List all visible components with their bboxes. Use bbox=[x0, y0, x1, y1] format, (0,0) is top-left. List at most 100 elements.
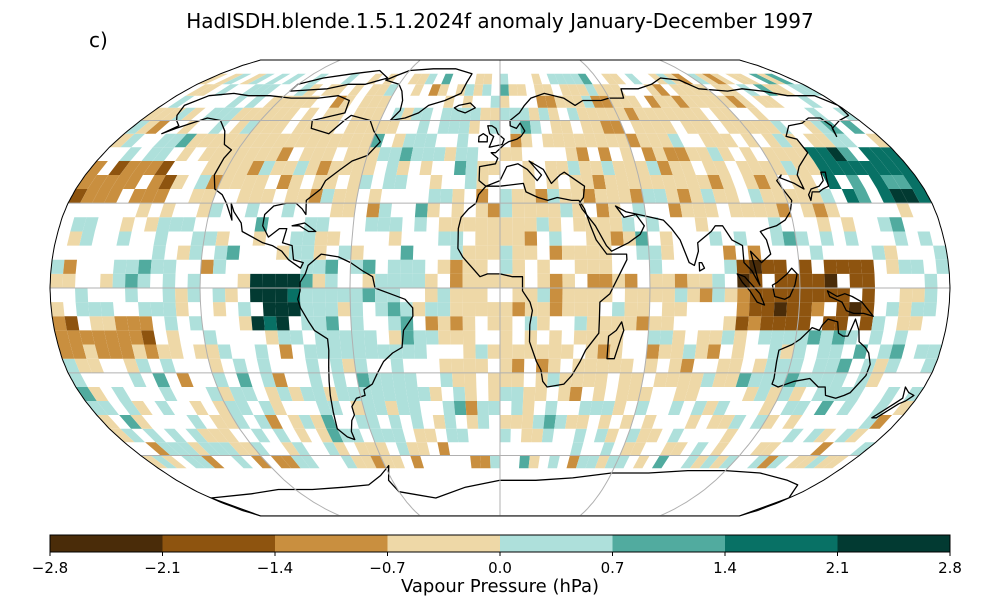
anomaly-cell bbox=[352, 344, 367, 359]
anomaly-cell bbox=[75, 302, 90, 317]
anomaly-cell bbox=[500, 203, 513, 218]
anomaly-cell bbox=[599, 442, 615, 456]
anomaly-cell bbox=[360, 107, 377, 121]
anomaly-cell bbox=[370, 387, 385, 401]
map-title: HadISDH.blende.1.5.1.2024f anomaly Janua… bbox=[186, 9, 814, 33]
anomaly-cell bbox=[312, 302, 326, 317]
anomaly-cell bbox=[824, 358, 841, 373]
anomaly-cell bbox=[629, 442, 647, 456]
anomaly-cell bbox=[239, 73, 267, 85]
anomaly-cell bbox=[135, 203, 152, 218]
anomaly-cell bbox=[803, 107, 830, 121]
anomaly-cell bbox=[262, 95, 285, 108]
anomaly-cell bbox=[722, 245, 737, 260]
anomaly-cell bbox=[521, 415, 534, 429]
anomaly-cell bbox=[339, 330, 353, 345]
anomaly-cell bbox=[440, 189, 453, 204]
anomaly-cell bbox=[223, 401, 243, 415]
anomaly-cell bbox=[488, 387, 500, 401]
anomaly-cell bbox=[659, 330, 674, 345]
anomaly-cell bbox=[834, 133, 858, 148]
anomaly-cell bbox=[694, 73, 719, 85]
colorbar-swatch bbox=[162, 535, 275, 552]
anomaly-cell bbox=[849, 273, 863, 288]
anomaly-cell bbox=[812, 288, 825, 303]
anomaly-cell bbox=[396, 161, 411, 175]
anomaly-cell bbox=[500, 107, 510, 121]
anomaly-cell bbox=[413, 428, 427, 443]
anomaly-cell bbox=[280, 107, 301, 121]
anomaly-cell bbox=[768, 161, 788, 175]
anomaly-cell bbox=[543, 415, 556, 429]
anomaly-cell bbox=[569, 73, 585, 85]
anomaly-cell bbox=[674, 273, 688, 288]
anomaly-cell bbox=[320, 147, 338, 161]
anomaly-cell bbox=[462, 330, 476, 345]
anomaly-cell bbox=[557, 387, 571, 401]
anomaly-cell bbox=[455, 84, 467, 96]
anomaly-cell bbox=[164, 316, 179, 331]
anomaly-cell bbox=[170, 175, 189, 189]
anomaly-cell bbox=[651, 84, 671, 96]
anomaly-cell bbox=[135, 358, 152, 373]
anomaly-cell bbox=[323, 175, 339, 189]
anomaly-cell bbox=[207, 120, 231, 134]
anomaly-cell bbox=[617, 372, 632, 387]
anomaly-cell bbox=[786, 302, 800, 317]
anomaly-cell bbox=[325, 288, 338, 303]
anomaly-cell bbox=[272, 133, 292, 148]
anomaly-cell bbox=[480, 455, 491, 469]
anomaly-cell bbox=[125, 288, 138, 303]
anomaly-cell bbox=[500, 330, 513, 345]
anomaly-cell bbox=[438, 217, 452, 232]
anomaly-cell bbox=[695, 175, 713, 189]
anomaly-cell bbox=[203, 330, 218, 345]
anomaly-cell bbox=[104, 330, 120, 345]
anomaly-cell bbox=[341, 358, 356, 373]
anomaly-cell bbox=[487, 217, 500, 232]
anomaly-cell bbox=[771, 133, 793, 148]
anomaly-cell bbox=[438, 231, 451, 246]
anomaly-cell bbox=[925, 344, 942, 359]
anomaly-cell bbox=[614, 107, 630, 121]
anomaly-cell bbox=[717, 415, 736, 429]
anomaly-cell bbox=[823, 259, 837, 274]
anomaly-cell bbox=[637, 288, 650, 303]
anomaly-cell bbox=[236, 372, 253, 387]
anomaly-cell bbox=[350, 288, 363, 303]
anomaly-cell bbox=[578, 161, 593, 175]
anomaly-cell bbox=[140, 455, 168, 469]
anomaly-cell bbox=[690, 401, 708, 415]
anomaly-cell bbox=[549, 273, 563, 288]
anomaly-cell bbox=[332, 372, 347, 387]
anomaly-cell bbox=[229, 175, 247, 189]
anomaly-cell bbox=[575, 415, 590, 429]
anomaly-cell bbox=[203, 231, 218, 246]
anomaly-cell bbox=[144, 217, 160, 232]
anomaly-cell bbox=[312, 273, 326, 288]
anomaly-cell bbox=[624, 288, 638, 303]
anomaly-cell bbox=[239, 120, 261, 134]
anomaly-cell bbox=[338, 95, 357, 108]
anomaly-cell bbox=[111, 387, 132, 401]
anomaly-cell bbox=[262, 288, 276, 303]
anomaly-cell bbox=[358, 175, 374, 189]
anomaly-cell bbox=[594, 372, 608, 387]
anomaly-cell bbox=[672, 175, 689, 189]
anomaly-cell bbox=[79, 231, 95, 246]
anomaly-cell bbox=[325, 302, 339, 317]
anomaly-cell bbox=[780, 161, 800, 175]
anomaly-cell bbox=[400, 273, 413, 288]
anomaly-cell bbox=[309, 415, 327, 429]
anomaly-cell bbox=[487, 344, 500, 359]
anomaly-cell bbox=[87, 175, 109, 189]
anomaly-cell bbox=[803, 455, 830, 469]
anomaly-cell bbox=[580, 175, 595, 189]
anomaly-cell bbox=[237, 302, 252, 317]
anomaly-cell bbox=[437, 302, 451, 317]
anomaly-cell bbox=[160, 455, 187, 469]
anomaly-cell bbox=[142, 161, 164, 175]
anomaly-cell bbox=[694, 217, 709, 232]
colorbar-swatch bbox=[500, 535, 613, 552]
anomaly-cell bbox=[624, 73, 644, 85]
